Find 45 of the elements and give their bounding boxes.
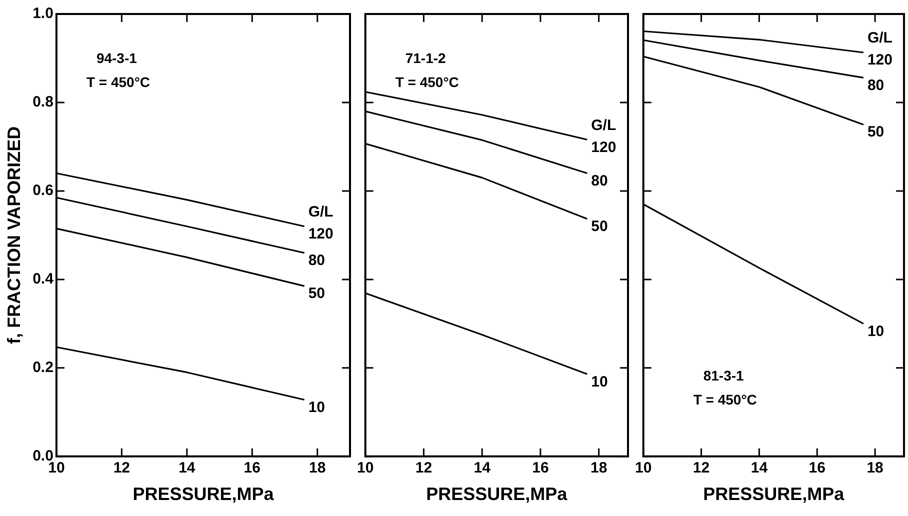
series-label: 50 [308,285,326,302]
x-tick-label: 10 [635,460,652,477]
x-tick-label: 12 [415,460,432,477]
legend-title: G/L [308,203,334,220]
x-tick-label: 14 [750,460,768,477]
x-tick-label: 14 [474,460,492,477]
x-axis-title: PRESSURE,MPa [426,484,568,504]
series-label: 80 [867,76,884,94]
series-label: 50 [591,218,608,235]
x-tick-label: 18 [590,460,608,477]
legend-title: G/L [591,116,616,134]
x-tick-label: 12 [113,460,130,477]
x-tick-label: 18 [866,460,884,477]
series-label: 10 [867,322,884,340]
y-tick-label: 0.2 [32,359,54,376]
y-axis-title: f, FRACTION VAPORIZED [4,126,24,344]
legend-label: 80 [591,172,608,190]
series-label: 10 [591,373,608,390]
x-axis-title: PRESSURE,MPa [132,484,275,504]
annotation: T = 450°C [693,391,757,408]
series-label: 120 [591,138,616,156]
x-tick-label: 10 [357,460,374,477]
legend-title: G/L [867,30,892,47]
x-tick-label: 12 [692,460,710,477]
x-tick-label: 16 [808,460,826,477]
x-tick-label: 18 [309,460,326,477]
y-tick-label: 1.0 [32,5,54,22]
series-label: 10 [308,398,326,416]
annotation: 71-1-2 [405,50,446,66]
y-tick-label: 0.8 [32,94,54,111]
annotation: 81-3-1 [703,367,744,384]
series-label: 120 [867,52,892,69]
x-tick-label: 16 [244,460,260,477]
series-label: 80 [308,252,326,270]
series-label: 120 [308,225,334,242]
annotation: T = 450°C [86,74,150,90]
y-tick-label: 0.6 [32,182,54,200]
y-tick-label: 0.4 [32,270,54,288]
x-axis-title: PRESSURE,MPa [703,484,846,504]
series-label: 50 [867,124,884,141]
annotation: 94-3-1 [96,50,138,66]
x-tick-label: 16 [532,460,549,477]
annotation: T = 450°C [395,74,459,90]
x-tick-label: 10 [48,460,65,477]
x-tick-label: 14 [178,460,196,477]
